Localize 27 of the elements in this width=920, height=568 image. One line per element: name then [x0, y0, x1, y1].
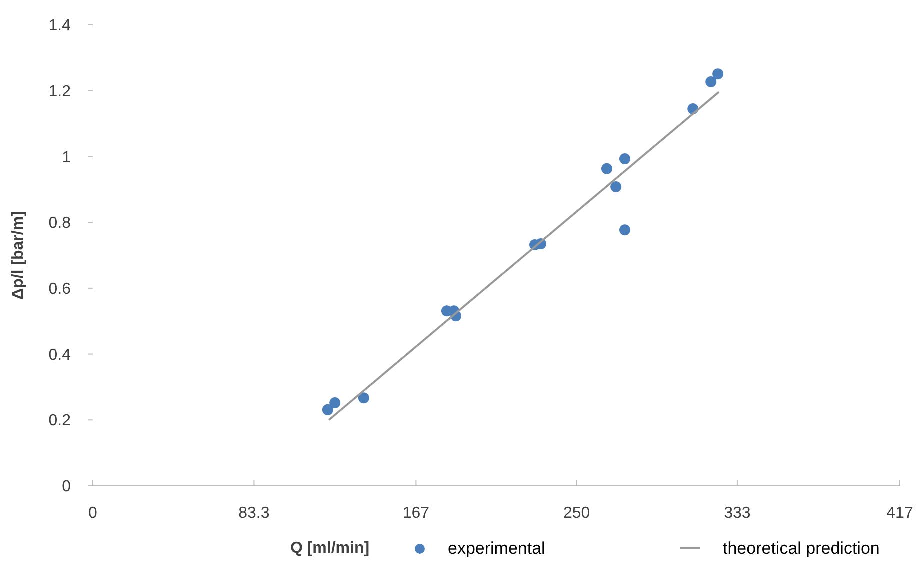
point	[620, 224, 630, 236]
y-tick-label: 0.8	[48, 215, 72, 232]
point	[322, 404, 334, 416]
point	[330, 398, 341, 409]
x-tick-label: 417	[886, 505, 914, 522]
y-tick-label: 0.6	[48, 281, 72, 298]
point	[706, 76, 717, 88]
legend-label: experimental	[448, 539, 546, 558]
y-axis-title: Δp/l [bar/m]	[10, 211, 27, 300]
point	[620, 154, 630, 165]
y-tick-label: 1	[62, 149, 72, 166]
x-tick-label: 250	[563, 505, 590, 522]
point	[602, 163, 613, 174]
x-tick-label: 83.3	[238, 505, 270, 522]
x-axis-title: Q [ml/min]	[290, 540, 370, 557]
y-tick-label: 0.2	[48, 412, 72, 430]
y-tick-label: 0	[62, 478, 72, 496]
point	[358, 392, 370, 404]
legend-label: theoretical prediction	[723, 539, 880, 558]
y-tick-label: 0.4	[48, 346, 72, 364]
x-tick-label: 167	[402, 505, 430, 522]
y-tick-label: 1.2	[48, 83, 72, 100]
point	[610, 182, 622, 193]
point	[712, 68, 724, 80]
x-tick-label: 0	[88, 505, 98, 522]
y-tick-label: 1.4	[48, 18, 72, 35]
x-tick-label: 333	[724, 505, 751, 522]
